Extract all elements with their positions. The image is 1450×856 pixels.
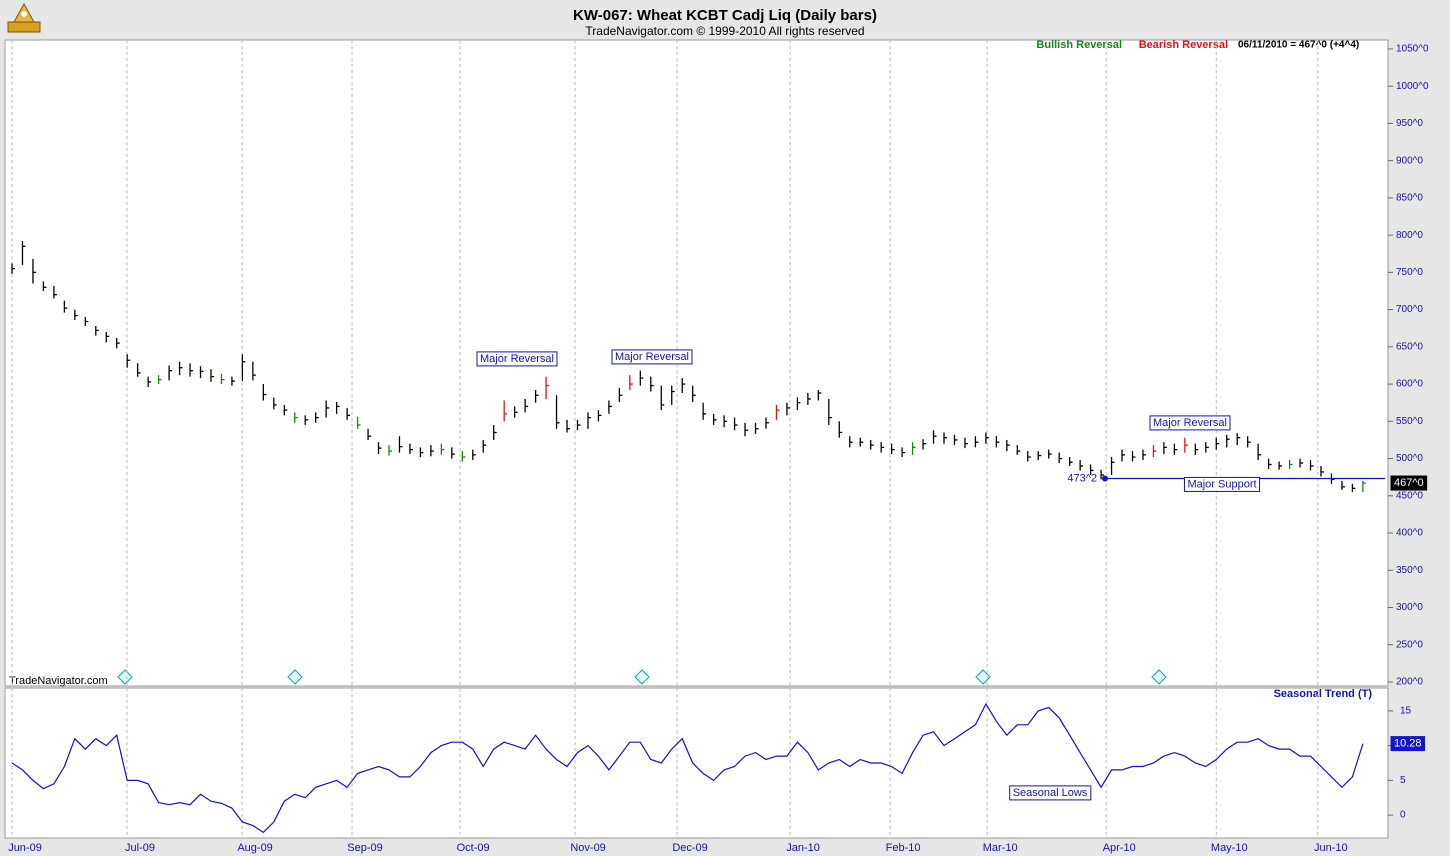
legend-bullish: Bullish Reversal <box>1036 39 1122 51</box>
chart-title: KW-067: Wheat KCBT Cadj Liq (Daily bars) <box>573 7 877 24</box>
y-tick-label: 250^0 <box>1396 639 1423 650</box>
y2-tick-label: 15 <box>1400 706 1412 717</box>
support-label: 473^2 <box>1067 472 1097 484</box>
annotation: Major Reversal <box>480 353 554 365</box>
price-panel <box>4 39 1389 687</box>
watermark: TradeNavigator.com <box>9 675 108 687</box>
last-seasonal-box <box>1390 736 1426 752</box>
annotation-box <box>611 349 693 365</box>
y-tick-label: 450^0 <box>1396 490 1423 501</box>
seasonal-name: Seasonal Trend (T) <box>1274 688 1373 700</box>
x-tick-label: Sep-09 <box>347 842 382 854</box>
last-seasonal: 10.28 <box>1394 738 1422 750</box>
annotation-box <box>1149 415 1231 431</box>
x-tick-label: Apr-10 <box>1103 842 1136 854</box>
logo <box>7 2 41 33</box>
event-icons <box>117 669 1167 685</box>
last-price: 467^0 <box>1394 477 1424 489</box>
seasonal-panel <box>4 687 1389 839</box>
support-text: Major Support <box>1187 478 1256 490</box>
y2-tick-label: 0 <box>1400 810 1406 821</box>
y2-tick-label: 5 <box>1400 775 1406 786</box>
seasonal-annotation: Seasonal Lows <box>1013 787 1088 799</box>
last-quote: 06/11/2010 = 467^0 (+4^4) <box>1238 40 1359 51</box>
chart-subtitle: TradeNavigator.com © 1999-2010 All right… <box>585 24 864 38</box>
y-tick-label: 600^0 <box>1396 379 1423 390</box>
y-tick-label: 300^0 <box>1396 602 1423 613</box>
plot-layer: Jun-09 Jul-09 Aug-09 Sep-09 Oct-09 Nov-09 Dec-… <box>8 40 1429 854</box>
annotation: Major Reversal <box>615 351 689 363</box>
y-tick-label: 400^0 <box>1396 528 1423 539</box>
y-tick-label: 900^0 <box>1396 155 1423 166</box>
legend-bearish: Bearish Reversal <box>1139 39 1228 51</box>
support-text-box <box>1183 476 1261 492</box>
y-tick-label: 500^0 <box>1396 453 1423 464</box>
y-tick-label: 1050^0 <box>1396 44 1429 55</box>
x-tick-label: May-10 <box>1211 842 1248 854</box>
x-tick-label: Aug-09 <box>237 842 272 854</box>
annotation: Major Reversal <box>1153 417 1227 429</box>
y-tick-label: 750^0 <box>1396 267 1423 278</box>
y-tick-label: 350^0 <box>1396 565 1423 576</box>
annotation-box <box>476 351 558 367</box>
y-tick-label: 1000^0 <box>1396 81 1429 92</box>
x-tick-label: Jul-09 <box>125 842 155 854</box>
x-tick-label: Jun-10 <box>1314 842 1348 854</box>
seasonal-line <box>11 702 1364 834</box>
last-price-box <box>1390 475 1428 491</box>
support-point <box>1102 475 1108 482</box>
x-tick-label: Feb-10 <box>886 842 921 854</box>
x-tick-label: Dec-09 <box>672 842 707 854</box>
x-tick-label: Mar-10 <box>983 842 1018 854</box>
y-tick-label: 700^0 <box>1396 304 1423 315</box>
seasonal-annotation-box <box>1009 785 1092 801</box>
x-tick-label: Jan-10 <box>786 842 820 854</box>
y-tick-label: 800^0 <box>1396 230 1423 241</box>
y-tick-label: 950^0 <box>1396 118 1423 129</box>
y-tick-label: 550^0 <box>1396 416 1423 427</box>
x-tick-label: Jun-09 <box>8 842 42 854</box>
x-tick-label: Nov-09 <box>570 842 605 854</box>
y-tick-label: 650^0 <box>1396 341 1423 352</box>
x-tick-label: Oct-09 <box>457 842 490 854</box>
y-tick-label: 200^0 <box>1396 677 1423 688</box>
y-tick-label: 850^0 <box>1396 193 1423 204</box>
